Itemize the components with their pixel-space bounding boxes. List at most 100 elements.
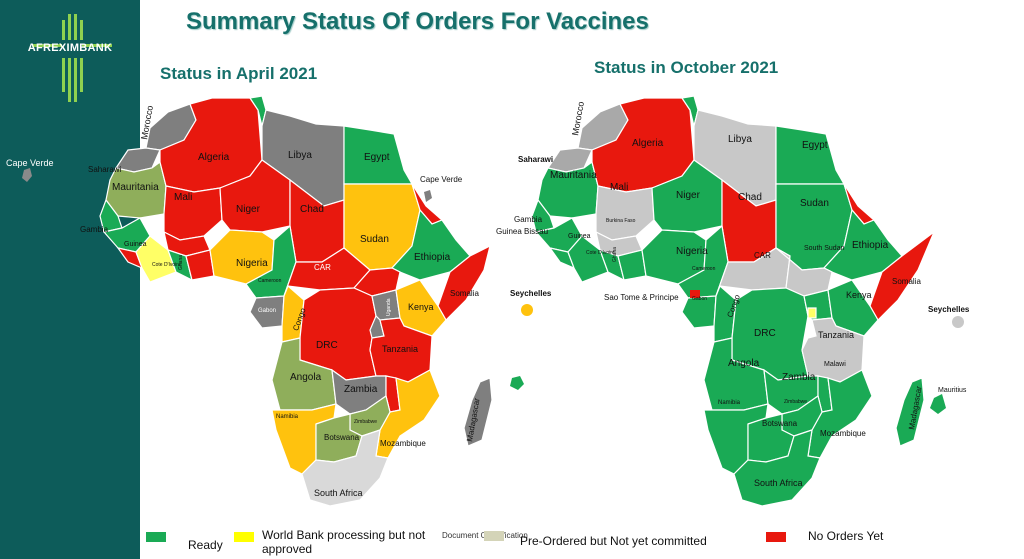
oct-label-gambia: Gambia (514, 215, 543, 224)
april-label-libya: Libya (288, 150, 312, 161)
sidebar-panel: AFREXIMBANK Cape Verde (0, 0, 140, 559)
oct-egypt (775, 125, 846, 185)
oct-label-nigeria: Nigeria (676, 246, 708, 257)
oct-label-burkina-faso: Burkina Faso (606, 218, 636, 224)
april-label-cote: Cote D'Ivoire (152, 262, 181, 268)
april-label-drc: DRC (316, 340, 338, 351)
oct-label-guinea-bissau: Guinea Bissau (496, 227, 548, 236)
oct-south-africa (733, 429, 821, 507)
oct-label-car: CAR (754, 251, 771, 260)
april-label-car: CAR (314, 263, 331, 272)
label-cape-verde-left: Cape Verde (6, 158, 54, 168)
april-label-namibia: Namibia (276, 414, 299, 420)
april-label-cape-verde-right: Cape Verde (420, 175, 463, 184)
oct-label-kenya: Kenya (846, 290, 872, 300)
page-title: Summary Status Of Orders For Vaccines (186, 8, 649, 35)
legend-swatch-world-bank (234, 532, 254, 542)
april-label-cameroon: Cameroon (258, 278, 282, 284)
april-label-uganda: Uganda (386, 298, 392, 316)
oct-label-botswana: Botswana (762, 419, 798, 428)
april-seychelles (521, 304, 533, 316)
april-label-somalia: Somalia (450, 289, 479, 298)
april-label-guinea: Guinea (124, 241, 147, 248)
oct-label-mauritius: Mauritius (938, 387, 967, 394)
april-label-mozambique: Mozambique (380, 439, 426, 448)
april-map: Morocco Saharawi Mauritania Algeria Liby… (80, 95, 552, 507)
april-label-botswana: Botswana (324, 433, 360, 442)
oct-label-mozambique: Mozambique (820, 429, 866, 438)
legend-swatch-no-orders (766, 532, 786, 542)
oct-label-namibia: Namibia (718, 400, 741, 406)
april-cape-verde-shape (424, 190, 432, 202)
april-label-ghana: Ghana (178, 255, 184, 270)
oct-label-ethiopia: Ethiopia (852, 240, 889, 251)
oct-rwanda-burundi (807, 307, 817, 319)
legend-label-world-bank-line2: approved (262, 542, 313, 556)
legend-swatch-ready (146, 532, 166, 542)
oct-label-chad: Chad (738, 192, 762, 203)
oct-label-malawi: Malawi (824, 361, 846, 368)
oct-label-zambia: Zambia (782, 372, 816, 383)
oct-label-guinea: Guinea (568, 233, 591, 240)
april-gabon (249, 295, 285, 329)
april-somalia (437, 244, 491, 321)
oct-mauritius (930, 394, 946, 414)
oct-label-somalia: Somalia (892, 277, 921, 286)
october-map-title: Status in October 2021 (594, 58, 779, 77)
oct-label-tanzania: Tanzania (818, 330, 854, 340)
legend-label-world-bank-line1: World Bank processing but not (262, 528, 426, 542)
oct-madagascar (895, 377, 925, 447)
april-label-gambia: Gambia (80, 225, 109, 234)
april-label-south-africa: South Africa (314, 488, 363, 498)
oct-label-niger: Niger (676, 190, 701, 201)
oct-label-south-sudan: South Sudan (804, 245, 845, 252)
oct-label-drc: DRC (754, 328, 776, 339)
legend-swatch-preordered (484, 531, 504, 541)
oct-label-cameroon: Cameroon (692, 266, 716, 272)
oct-label-angola: Angola (728, 358, 760, 369)
april-label-mali: Mali (174, 192, 192, 203)
april-label-gabon: Gabon (258, 308, 276, 314)
april-label-saharawi: Saharawi (88, 165, 122, 174)
brand-name: AFREXIMBANK (27, 42, 113, 54)
oct-somalia (869, 230, 936, 321)
cape-verde-left-shape (22, 168, 32, 182)
april-label-egypt: Egypt (364, 152, 390, 163)
april-label-ethiopia: Ethiopia (414, 252, 451, 263)
legend-label-ready: Ready (188, 538, 223, 552)
april-map-title: Status in April 2021 (160, 64, 318, 83)
afreximbank-logo-icon (32, 14, 112, 102)
legend-label-preordered: Pre-Ordered but Not yet committed (520, 534, 707, 548)
april-mali (163, 185, 223, 241)
april-label-mauritania: Mauritania (112, 182, 159, 193)
april-label-kenya: Kenya (408, 302, 434, 312)
oct-label-mali: Mali (610, 182, 628, 193)
april-label-niger: Niger (236, 204, 261, 215)
oct-seychelles (952, 316, 964, 328)
oct-label-gabon: Gabon (692, 296, 707, 302)
april-label-sudan: Sudan (360, 234, 389, 245)
oct-label-sao-tome: Sao Tome & Principe (604, 293, 679, 302)
april-madagascar (463, 377, 493, 447)
oct-label-egypt: Egypt (802, 140, 828, 151)
oct-label-sudan: Sudan (800, 198, 829, 209)
april-label-nigeria: Nigeria (236, 258, 268, 269)
april-label-algeria: Algeria (198, 152, 230, 163)
oct-label-south-africa: South Africa (754, 478, 803, 488)
april-label-seychelles: Seychelles (510, 289, 552, 298)
oct-label-zimbabwe: Zimbabwe (784, 399, 807, 405)
oct-mali (595, 185, 655, 241)
oct-label-libya: Libya (728, 134, 752, 145)
oct-label-cote: Cote D'Ivoire (586, 250, 615, 256)
april-south-africa (301, 429, 389, 507)
oct-gabon (681, 295, 717, 329)
april-label-tanzania: Tanzania (382, 344, 418, 354)
april-label-chad: Chad (300, 204, 324, 215)
april-label-angola: Angola (290, 372, 322, 383)
oct-label-ghana: Ghana (612, 247, 618, 262)
october-map: Morocco Algeria Libya Egypt Saharawi Mau… (496, 95, 970, 507)
oct-eq-guinea (690, 290, 700, 298)
oct-label-mauritania: Mauritania (550, 170, 597, 181)
oct-sao-tome (510, 376, 524, 390)
